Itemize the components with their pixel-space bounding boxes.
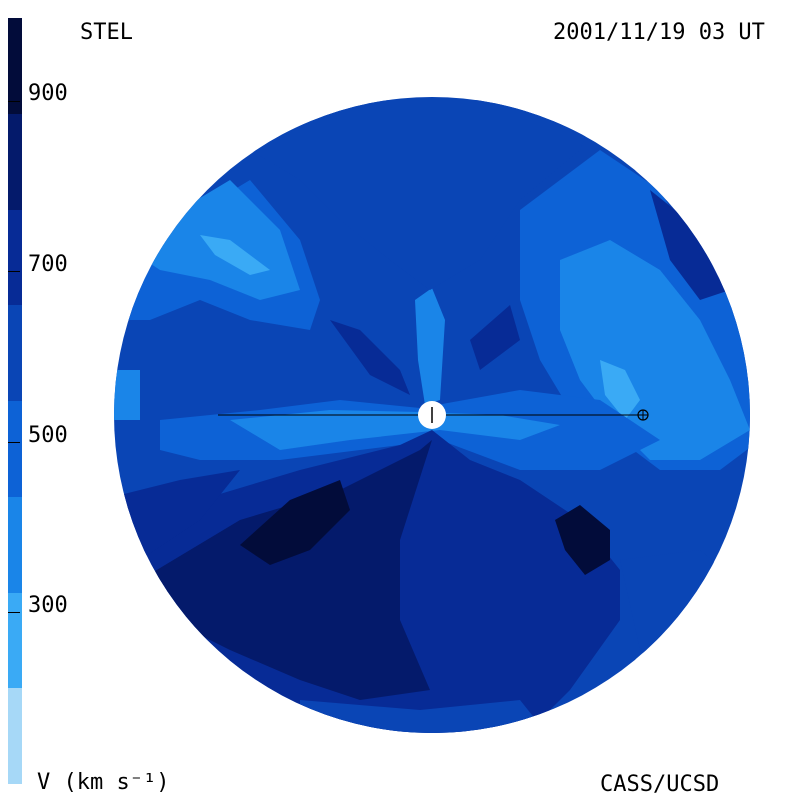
map-region-west-edge xyxy=(114,370,140,420)
colorbar-band xyxy=(8,401,22,497)
map-region-nw-bright xyxy=(200,235,270,275)
colorbar-band xyxy=(8,113,22,210)
map-region-east-bright xyxy=(600,360,640,420)
velocity-colorbar xyxy=(8,18,22,784)
units-label: V (km s⁻¹) xyxy=(37,770,170,795)
map-region-north-dark-b xyxy=(470,305,520,370)
map-region-ne-dark xyxy=(650,190,730,300)
colorbar-tick-900 xyxy=(8,101,20,102)
colorbar-band xyxy=(8,18,22,114)
colorbar-label-300: 300 xyxy=(28,593,68,618)
map-region-southeast-mid xyxy=(620,550,750,700)
earth-marker xyxy=(637,409,649,421)
colorbar-tick-500 xyxy=(8,442,20,443)
map-region-north-plume xyxy=(415,288,445,405)
map-region-south-edge xyxy=(300,700,560,733)
colorbar-band xyxy=(8,305,22,401)
timestamp-label: 2001/11/19 03 UT xyxy=(553,20,765,45)
map-region-south-darker xyxy=(140,440,432,700)
map-region-north-dark-a xyxy=(330,320,410,395)
colorbar-label-900: 900 xyxy=(28,81,68,106)
instrument-label: STEL xyxy=(80,20,133,45)
colorbar-band xyxy=(8,209,22,306)
map-region-north-top xyxy=(240,100,600,290)
colorbar-tick-300 xyxy=(8,612,20,613)
colorbar-band xyxy=(8,688,22,784)
colorbar-label-700: 700 xyxy=(28,252,68,277)
map-region-southeast-darkest xyxy=(555,505,610,575)
colorbar-label-500: 500 xyxy=(28,423,68,448)
colorbar-band xyxy=(8,496,22,593)
map-region-center-light xyxy=(230,410,560,450)
map-region-south-darkest xyxy=(240,480,350,565)
credit-label: CASS/UCSD xyxy=(600,772,720,797)
colorbar-tick-700 xyxy=(8,271,20,272)
colorbar-band xyxy=(8,592,22,689)
